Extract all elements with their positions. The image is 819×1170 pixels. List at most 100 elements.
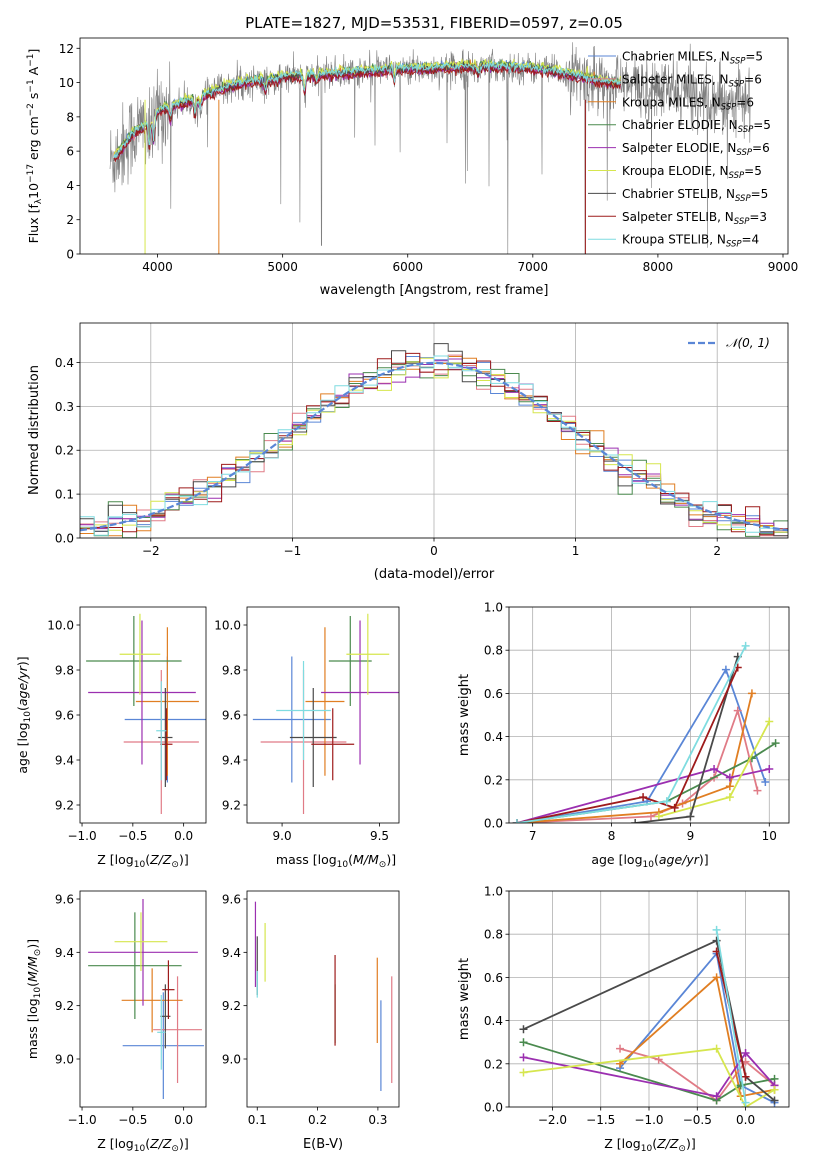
series-marker (712, 973, 721, 982)
series-marker (646, 812, 655, 821)
x-tick-label: 0.3 (368, 1113, 387, 1127)
legend-entry: Salpeter MILES, NSSP=6 (622, 72, 762, 89)
x-tick-label: −0.5 (118, 829, 147, 843)
label-part: =5 (745, 50, 763, 64)
axes-spectrum: 4000 5000 6000 7000 8000 9000 0 2 4 6 8 10 12 wavelen… (26, 37, 799, 298)
axes-frame: −1.0 −0.5 0.09.09.29.49.6Z [log10(Z/Z⊙)]ma… (25, 890, 207, 1154)
y-tick-label: 1.0 (484, 885, 503, 899)
y-axis-label: age [log10(age/yr)] (15, 656, 33, 773)
series-marker (712, 1092, 721, 1101)
label-part: −17 (26, 164, 36, 183)
label-part: SSP (735, 194, 751, 204)
series-marker (741, 1049, 750, 1057)
label-part: )] (699, 852, 709, 867)
label-part: Kroupa STELIB, N (622, 233, 726, 247)
y-axis-label-group: Flux [fλ10−17 erg cm−2 s−1 A−1] (26, 49, 44, 244)
y-tick-label: 9.6 (55, 893, 74, 907)
axes-frame: 9.0 9.5 9.2 9.4 9.6 9.8 10.0 mass [log10(M/M⊙)] (214, 606, 400, 870)
x-tick-label: 9000 (768, 260, 799, 274)
x-tick-label: −2.0 (538, 1113, 567, 1127)
errorbar-point (119, 613, 161, 695)
x-axis-label: Z [log10(Z/Z⊙)] (604, 1136, 695, 1154)
label-part: ⊙ (678, 1144, 686, 1154)
y-tick-label: 10.0 (47, 619, 74, 633)
series-marker (712, 925, 721, 934)
errorbar-point (289, 688, 337, 787)
label-part: Z [log (97, 852, 133, 867)
series-marker (753, 786, 762, 795)
x-tick-label: 7000 (518, 260, 549, 274)
y-tick-label: 9.2 (222, 999, 241, 1013)
series-line-kroupa-stelib (715, 929, 747, 1103)
axes-frame: −1.0 −0.5 0.09.29.49.69.810.0Z [log10(Z/Z⊙… (15, 606, 207, 870)
series-marker (765, 765, 774, 773)
label-part: SSP (726, 240, 742, 250)
axes-spine (79, 890, 207, 1108)
axes-spine (79, 37, 789, 255)
y-tick-label: 8 (66, 110, 74, 124)
x-tick-label: 0.0 (174, 829, 193, 843)
y-tick-label: 0.4 (484, 730, 503, 744)
label-part: λ (34, 198, 44, 204)
series-marker (725, 773, 734, 782)
series-marker (662, 797, 671, 806)
errorbar-point (114, 912, 168, 971)
plot-area (512, 641, 780, 823)
label-part: 10 (33, 987, 43, 999)
label-part: ( (652, 1136, 657, 1151)
y-tick-label: 4 (66, 179, 74, 193)
label-part: age [log (15, 722, 30, 773)
legend-entry: Kroupa ELODIE, NSSP=5 (622, 164, 762, 181)
y-tick-label: 9.8 (55, 664, 74, 678)
x-tick-label: −1.0 (634, 1113, 663, 1127)
x-tick-label: 10 (762, 829, 777, 843)
label-part: )] (25, 939, 40, 949)
label-part: mass [log (25, 998, 40, 1059)
axes-mass_vs_Z: −1.0 −0.5 0.09.09.29.49.6Z [log10(Z/Z⊙)]ma… (25, 890, 207, 1154)
series-marker (741, 1072, 750, 1081)
axes-frame: −2.0 −1.5 −1.0 −0.5 0.0 0.0 0.2 0.4 0.6 0.8 1.0 mas… (457, 885, 790, 1154)
errorbar-point (158, 688, 173, 787)
figure-title: PLATE=1827, MJD=53531, FIBERID=0597, z=0… (245, 14, 623, 32)
label-part: mass [log (276, 852, 337, 867)
axes-frame: 4000 5000 6000 7000 8000 9000 0 2 4 6 8 10 12 wavelen… (26, 37, 799, 298)
y-tick-label: 0.0 (484, 1101, 503, 1115)
label-part: ( (145, 852, 150, 867)
plot-area (88, 899, 204, 1099)
label-part: Kroupa ELODIE, N (622, 164, 729, 178)
label-part: SSP (729, 171, 745, 181)
plot-area (252, 613, 399, 814)
x-tick-label: −1.0 (67, 829, 96, 843)
label-part: =6 (736, 95, 754, 109)
label-part: Salpeter STELIB, N (622, 210, 734, 224)
errorbar-point (88, 620, 196, 765)
axes-spine (246, 890, 400, 1108)
axes-weight_vs_age: 7 8 9 10 0.0 0.2 0.4 0.6 0.8 1.0 mass weight age [l… (457, 601, 790, 870)
label-part: ⊙ (379, 860, 387, 870)
label-part: SSP (730, 57, 746, 67)
series-line-chabrier-stelib (635, 656, 739, 823)
axes-spine (246, 606, 400, 824)
x-axis-label: age [log10(age/yr)] (591, 852, 708, 870)
label-part: Z/Z (149, 1136, 172, 1151)
label-part: −1 (26, 79, 36, 92)
residual-legend: 𝒩(0, 1) (688, 336, 770, 350)
x-tick-label: 1 (572, 544, 580, 558)
label-part: ] (26, 49, 41, 54)
series-line-kroupa-miles (619, 975, 775, 1098)
x-tick-label: 9.5 (370, 829, 389, 843)
x-tick-label: −2 (142, 544, 160, 558)
y-axis-label-group: age [log10(age/yr)] (15, 656, 33, 773)
errorbar-point (328, 616, 372, 706)
label-part: −2 (26, 103, 36, 116)
y-tick-label: 0.8 (484, 928, 503, 942)
y-tick-label: 0.0 (484, 817, 503, 831)
axes-spine (79, 606, 207, 824)
x-tick-label: 0 (430, 544, 438, 558)
label-part: Z [log (604, 1136, 640, 1151)
series-marker (741, 641, 750, 650)
label-part: s (26, 93, 41, 104)
legend-entry: Chabrier STELIB, NSSP=5 (622, 187, 768, 204)
errorbar-point (135, 627, 199, 776)
series-line-kroupa-elodie (523, 1047, 775, 1107)
